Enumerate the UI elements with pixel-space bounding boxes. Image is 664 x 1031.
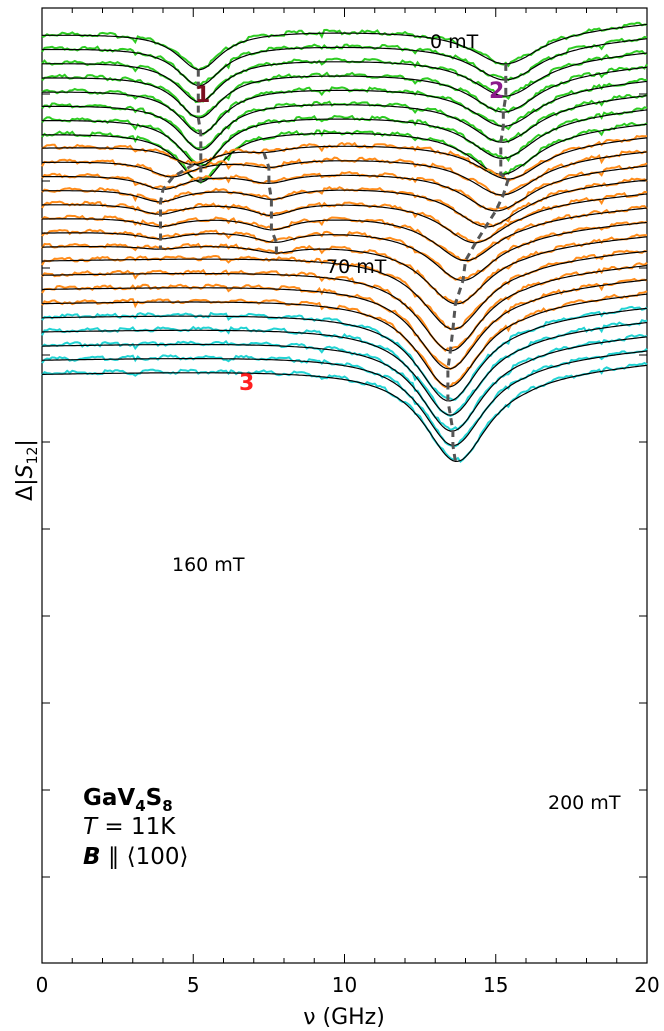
mode-3-guide (262, 152, 278, 253)
x-axis-label: ν (GHz) (303, 1005, 385, 1030)
mode-1-guide (196, 69, 203, 183)
spectrum-fit-line (41, 293, 648, 388)
spectrum-fit-line (41, 38, 648, 87)
spectrum-fit-line (42, 221, 648, 282)
spectrum-fit-line (42, 123, 648, 183)
spectrum-fit-line (41, 321, 648, 416)
spectrum-fit-line (42, 151, 648, 196)
spectrum-fit-line (41, 265, 648, 352)
spectrum-fit-line (41, 279, 648, 370)
spectrum-fit-line (42, 137, 648, 180)
mode-3-label: 3 (239, 371, 254, 396)
spectrum-fit-line (42, 23, 648, 71)
spectrum-fit-line (42, 179, 648, 228)
label-0mT: 0 mT (430, 31, 479, 53)
y-axis-label: Δ|S12| (13, 439, 41, 501)
x-tick-label: 5 (187, 973, 200, 997)
spectrum-fit-line (42, 307, 648, 402)
spectrum-data-line (41, 347, 648, 448)
spectrum-data-line (41, 249, 648, 331)
label-200mT: 200 mT (548, 792, 621, 814)
mode-1-label: 1 (195, 83, 210, 108)
spectrum-data-line (41, 205, 648, 263)
label-70mT: 70 mT (326, 256, 387, 278)
x-tick-label: 0 (36, 973, 49, 997)
spectra-group (41, 21, 648, 464)
mode-2-guide (446, 63, 511, 462)
spectrum-fit-line (41, 165, 648, 212)
x-tick-label: 20 (634, 973, 659, 997)
spectrum-fit-line (42, 236, 648, 305)
spectrum-fit-line (41, 350, 648, 447)
spectrum-fit-line (41, 250, 648, 330)
spectrum-fit-line (42, 207, 648, 262)
spectrum-fit-line (42, 52, 648, 103)
spectrum-fit-line (42, 336, 648, 432)
peak-guide-lines (159, 63, 511, 462)
mode-2-label: 2 (489, 79, 504, 104)
sample-info: GaV4S8 T = 11K B ∥ ⟨100⟩ (83, 785, 189, 870)
spectrum-data-line (41, 318, 648, 417)
spectrum-data-line (41, 134, 648, 183)
spectrum-data-line (41, 361, 648, 464)
spectrum-fit-line (42, 193, 648, 244)
spectrum-data-line (41, 305, 648, 401)
x-tick-label: 15 (483, 973, 508, 997)
field-orientation-label: B ∥ ⟨100⟩ (83, 844, 189, 870)
sample-formula: GaV4S8 (83, 785, 173, 815)
x-tick-labels: 0 5 10 15 20 (36, 973, 660, 997)
spectrum-data-line (41, 94, 648, 150)
spectrum-fit-line (42, 95, 648, 151)
mode-low-guide (159, 163, 195, 250)
spectrum-fit-line (42, 109, 648, 167)
x-tick-label: 10 (332, 973, 357, 997)
spectrum-fit-line (42, 80, 648, 135)
label-160mT: 160 mT (172, 554, 245, 576)
spectrum-fit-line (42, 364, 648, 463)
svg-text:Δ|S12|: Δ|S12| (13, 439, 41, 501)
spectrum-data-line (41, 21, 648, 72)
temperature-label: T = 11K (83, 814, 176, 840)
spectrum-data-line (41, 333, 648, 432)
spectrum-fit-line (42, 66, 648, 119)
